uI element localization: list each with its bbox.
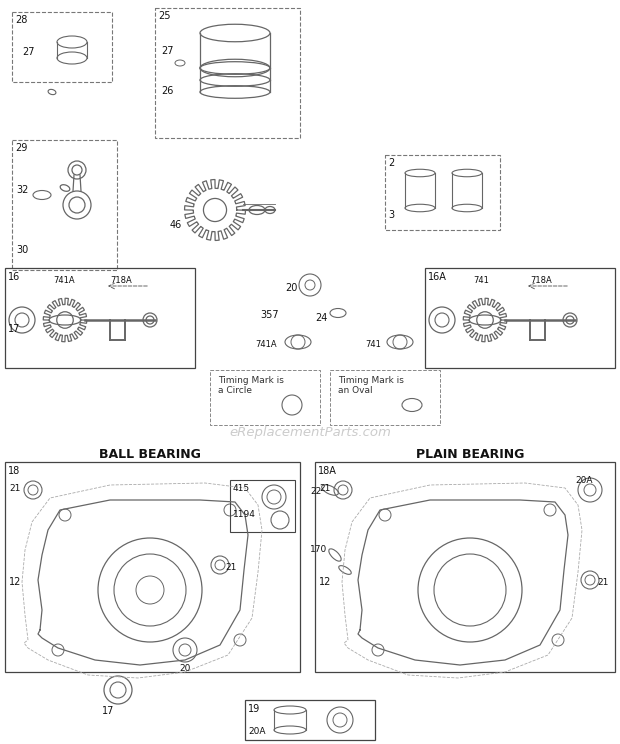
Text: Timing Mark is
an Oval: Timing Mark is an Oval: [338, 376, 404, 395]
Bar: [315, 462, 615, 672]
Bar: [230, 480, 295, 532]
Bar: [155, 8, 300, 138]
Bar: [245, 700, 375, 740]
Text: eReplacementParts.com: eReplacementParts.com: [229, 426, 391, 438]
Text: 26: 26: [161, 86, 174, 96]
Text: 46: 46: [170, 220, 182, 230]
Text: 741A: 741A: [255, 340, 277, 349]
Text: 12: 12: [319, 577, 331, 587]
Text: 741A: 741A: [53, 276, 74, 285]
Bar: [210, 370, 320, 425]
Text: 415: 415: [233, 484, 250, 493]
Text: 29: 29: [15, 143, 27, 153]
Text: 17: 17: [102, 706, 114, 716]
Text: 21: 21: [225, 563, 236, 572]
Text: 20A: 20A: [248, 727, 265, 736]
Text: 27: 27: [22, 47, 35, 57]
Text: 30: 30: [16, 245, 29, 255]
Text: 718A: 718A: [530, 276, 552, 285]
Text: 741: 741: [473, 276, 489, 285]
Text: 3: 3: [388, 210, 394, 220]
Text: 357: 357: [260, 310, 278, 320]
Text: 18: 18: [8, 466, 20, 476]
Bar: [425, 268, 615, 368]
Text: 20: 20: [179, 664, 191, 673]
Bar: [12, 140, 117, 270]
Text: 20A: 20A: [575, 476, 593, 485]
Bar: [5, 268, 195, 368]
Text: 12: 12: [9, 577, 21, 587]
Text: BALL BEARING: BALL BEARING: [99, 448, 201, 461]
Text: 24: 24: [315, 313, 327, 323]
Bar: [12, 12, 112, 82]
Bar: [330, 370, 440, 425]
Text: 20: 20: [285, 283, 298, 293]
Text: 17: 17: [8, 324, 20, 334]
Bar: [385, 155, 500, 230]
Text: 16A: 16A: [428, 272, 447, 282]
Text: 32: 32: [16, 185, 29, 195]
Text: 1194: 1194: [233, 510, 256, 519]
Text: 21: 21: [597, 578, 608, 587]
Text: 2: 2: [388, 158, 394, 168]
Text: 18A: 18A: [318, 466, 337, 476]
Text: 16: 16: [8, 272, 20, 282]
Text: PLAIN BEARING: PLAIN BEARING: [416, 448, 524, 461]
Text: 28: 28: [15, 15, 27, 25]
Bar: [5, 462, 300, 672]
Text: 21: 21: [319, 484, 330, 493]
Text: Timing Mark is
a Circle: Timing Mark is a Circle: [218, 376, 284, 395]
Text: 170: 170: [310, 545, 327, 554]
Text: 25: 25: [158, 11, 170, 21]
Text: 19: 19: [248, 704, 260, 714]
Text: 21: 21: [9, 484, 20, 493]
Text: 22: 22: [310, 487, 321, 496]
Text: 741: 741: [365, 340, 381, 349]
Text: 718A: 718A: [110, 276, 132, 285]
Text: 27: 27: [161, 46, 174, 56]
